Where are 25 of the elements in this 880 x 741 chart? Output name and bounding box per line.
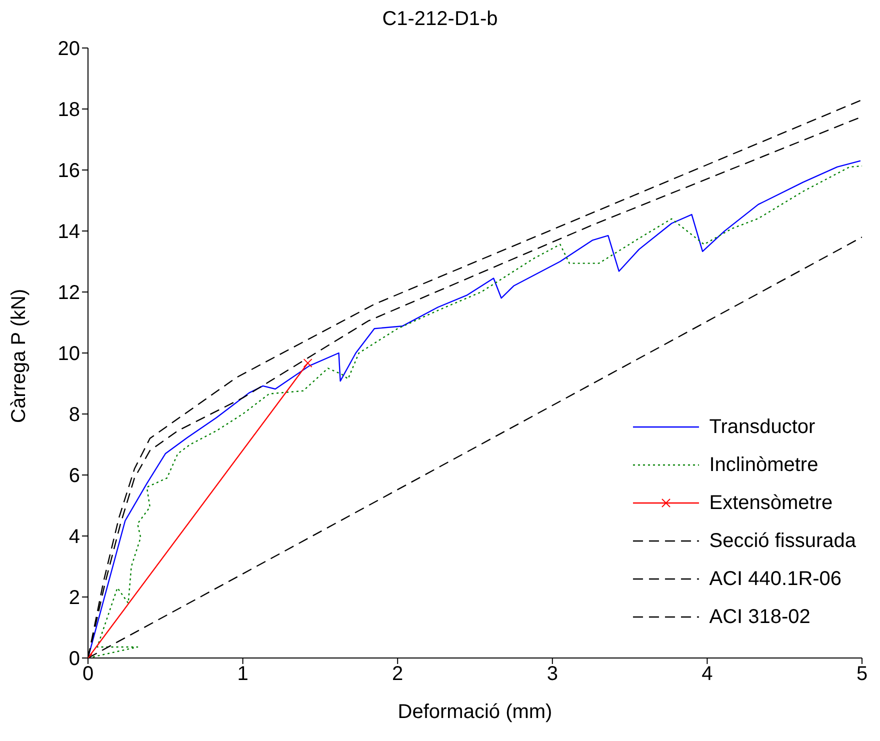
- y-tick-label: 8: [68, 404, 80, 426]
- y-tick-label: 12: [58, 282, 80, 304]
- chart-title: C1-212-D1-b: [381, 8, 499, 32]
- x-tick-label: 3: [546, 663, 558, 686]
- y-tick-label: 0: [68, 648, 80, 670]
- legend-label: Transductor: [709, 416, 816, 438]
- y-tick-label: 16: [58, 160, 80, 182]
- legend-label: Secció fissurada: [709, 530, 856, 552]
- y-tick-label: 14: [58, 221, 80, 244]
- legend-label: Inclinòmetre: [709, 454, 818, 476]
- x-axis-title: Deformació (mm): [398, 701, 552, 723]
- x-tick-label: 4: [702, 663, 713, 686]
- y-tick-label: 10: [58, 343, 80, 366]
- y-tick-label: 20: [58, 38, 80, 60]
- x-tick-label: 1: [237, 663, 248, 686]
- y-tick-label: 18: [58, 99, 80, 122]
- legend-label: ACI 318-02: [709, 606, 810, 628]
- y-tick-label: 2: [68, 587, 80, 610]
- y-tick-label: 4: [68, 526, 80, 548]
- legend-label: Extensòmetre: [709, 492, 833, 514]
- y-axis-title: Càrrega P (kN): [8, 288, 30, 423]
- x-tick-label: 2: [392, 663, 404, 686]
- y-tick-label: 6: [68, 465, 80, 488]
- legend-label: ACI 440.1R-06: [709, 568, 842, 590]
- x-tick-label: 5: [856, 663, 868, 686]
